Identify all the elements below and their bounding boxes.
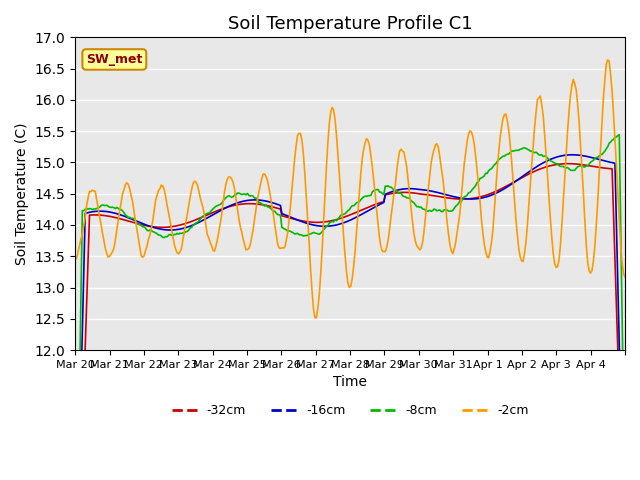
-8cm [545,156,553,162]
-2cm [465,132,472,137]
Line: -16cm: -16cm [75,155,625,480]
-2cm [312,315,320,321]
-32cm [354,209,362,215]
-32cm [564,161,572,167]
-32cm [545,163,553,169]
Y-axis label: Soil Temperature (C): Soil Temperature (C) [15,122,29,265]
X-axis label: Time: Time [333,375,367,389]
Line: -2cm: -2cm [75,60,625,318]
-2cm [108,251,115,257]
-2cm [604,57,612,63]
-16cm [545,157,553,163]
-8cm [618,317,626,323]
-32cm [90,212,98,218]
-2cm [620,271,627,276]
-16cm [108,209,115,215]
-2cm [90,188,98,194]
-16cm [90,209,98,215]
Text: SW_met: SW_met [86,53,143,66]
-16cm [463,196,471,202]
-2cm [356,189,364,195]
Title: Soil Temperature Profile C1: Soil Temperature Profile C1 [228,15,472,33]
Line: -32cm: -32cm [75,164,625,480]
-16cm [618,463,626,468]
Legend: -32cm, -16cm, -8cm, -2cm: -32cm, -16cm, -8cm, -2cm [166,399,534,422]
-2cm [547,216,554,221]
-8cm [463,192,471,198]
-16cm [354,214,362,219]
-8cm [90,206,98,212]
-8cm [354,200,362,205]
Line: -8cm: -8cm [75,135,625,480]
-8cm [616,132,623,138]
-8cm [108,204,115,210]
-32cm [463,196,471,202]
-2cm [621,274,629,280]
-32cm [108,214,115,219]
-2cm [71,257,79,263]
-16cm [568,152,576,157]
